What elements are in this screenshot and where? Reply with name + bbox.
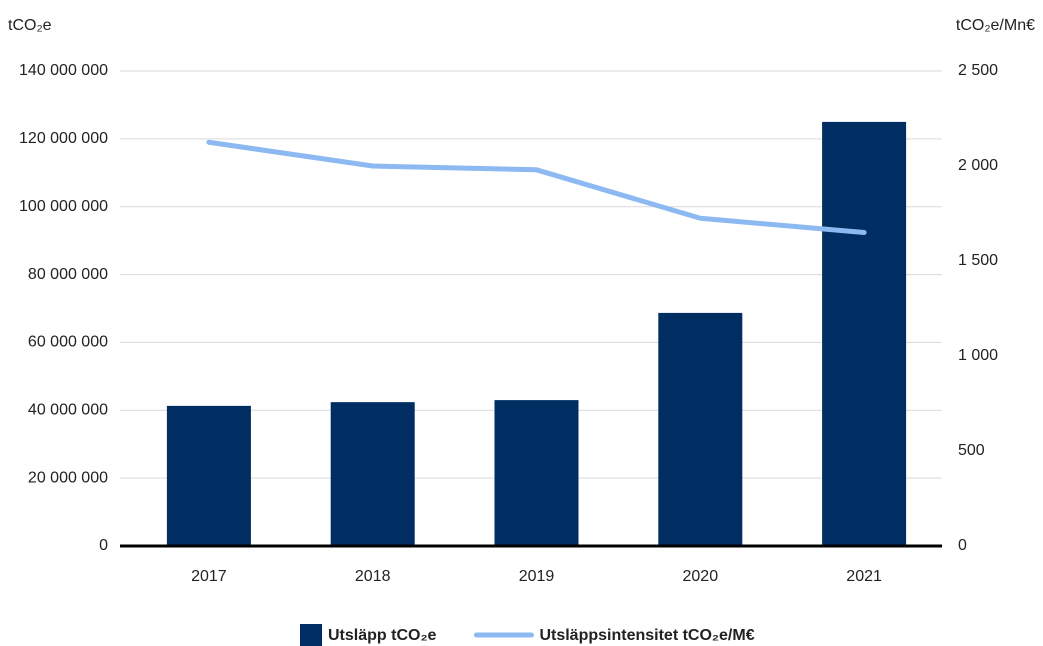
x-tick-label: 2020 [683, 568, 719, 585]
legend-swatch [300, 624, 322, 646]
y2-tick-label: 500 [958, 442, 985, 459]
legend-label: Utsläpp tCO₂e [328, 627, 437, 644]
bar [330, 402, 415, 546]
y-tick-label: 60 000 000 [28, 334, 108, 351]
y-axis-title: tCO₂e [8, 17, 52, 34]
y-tick-label: 20 000 000 [28, 469, 108, 486]
y2-tick-label: 0 [958, 537, 967, 554]
bar [166, 405, 251, 546]
y-tick-label: 40 000 000 [28, 402, 108, 419]
y2-tick-label: 1 000 [958, 347, 998, 364]
bar [822, 121, 907, 547]
y-tick-label: 100 000 000 [19, 198, 108, 215]
x-tick-label: 2018 [355, 568, 391, 585]
y-tick-label: 0 [99, 537, 108, 554]
y2-tick-label: 2 000 [958, 157, 998, 174]
y-tick-label: 80 000 000 [28, 266, 108, 283]
y2-tick-label: 1 500 [958, 252, 998, 269]
x-tick-label: 2021 [846, 568, 882, 585]
bar [494, 400, 579, 546]
bar [658, 312, 743, 546]
y2-axis-title: tCO₂e/Mn€ [956, 17, 1035, 34]
y-tick-label: 120 000 000 [19, 130, 108, 147]
x-tick-label: 2019 [519, 568, 555, 585]
y-tick-label: 140 000 000 [19, 62, 108, 79]
line-series [206, 139, 867, 235]
legend-label: Utsläppsintensitet tCO₂e/M€ [539, 627, 754, 644]
y2-tick-label: 2 500 [958, 62, 998, 79]
x-tick-label: 2017 [191, 568, 227, 585]
